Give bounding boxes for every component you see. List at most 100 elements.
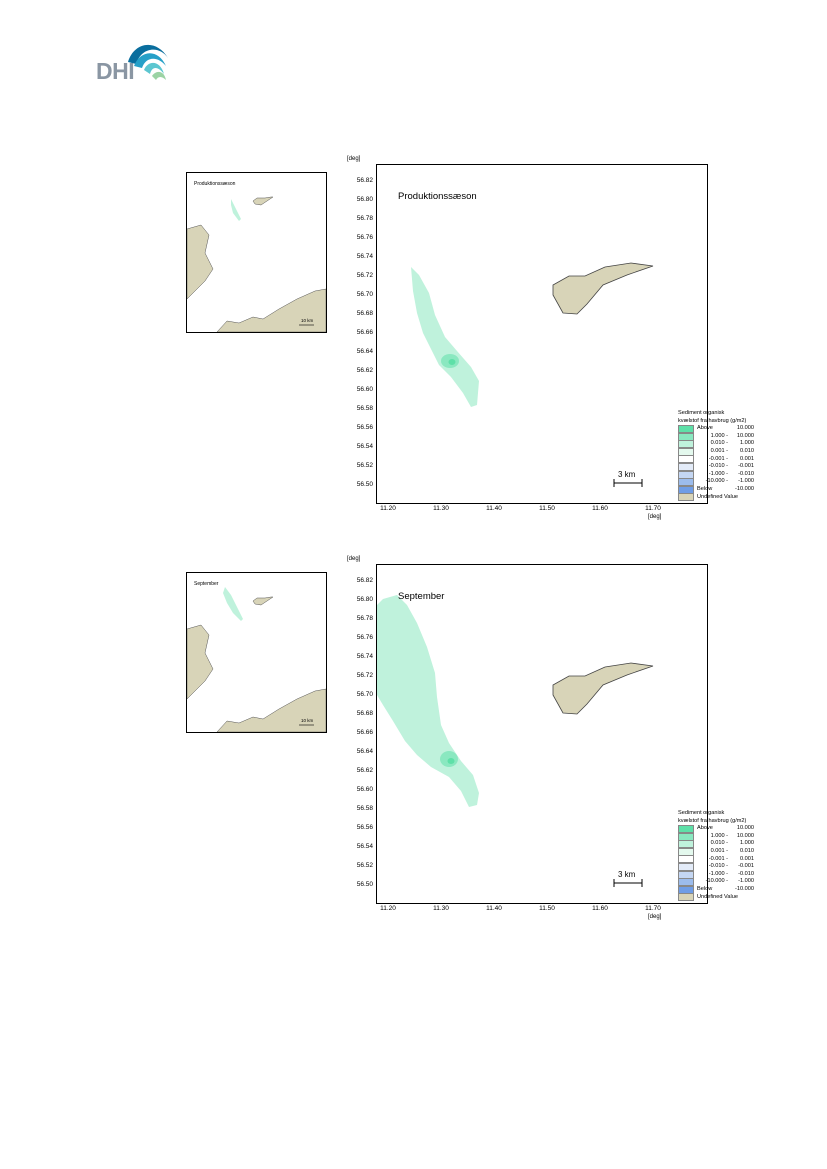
overview-title: September bbox=[194, 581, 219, 587]
legend-range-low: 1.000 - bbox=[710, 832, 728, 839]
legend-swatch bbox=[678, 493, 694, 502]
legend-range-high: -10.000 bbox=[735, 885, 754, 892]
y-tick: 56.80 bbox=[356, 596, 373, 603]
coastline-land bbox=[187, 224, 214, 300]
legend-swatch bbox=[678, 824, 694, 833]
overview-scale-label: 10 km bbox=[301, 718, 314, 723]
y-tick: 56.68 bbox=[356, 710, 373, 717]
y-tick: 56.82 bbox=[356, 177, 373, 184]
sediment-hotspot-core bbox=[447, 758, 455, 764]
y-tick: 56.60 bbox=[356, 386, 373, 393]
legend-range-low: -0.010 - bbox=[708, 863, 728, 870]
legend-range-high: 1.000 bbox=[740, 440, 754, 447]
legend-swatch bbox=[678, 840, 694, 849]
legend-row: Undefined Value bbox=[678, 893, 768, 902]
legend-range-high: 1.000 bbox=[740, 840, 754, 847]
legend-range-high: 0.010 bbox=[740, 847, 754, 854]
legend-title: Sediment organisk bbox=[678, 410, 725, 416]
legend-row: -0.001 - 0.001 bbox=[678, 855, 768, 864]
y-tick: 56.66 bbox=[356, 329, 373, 336]
scale-bar-label: 3 km bbox=[618, 470, 636, 479]
overview-map-produktion: Produktionssæson 10 km bbox=[186, 172, 327, 333]
legend-row: -1.000 - -0.010 bbox=[678, 470, 768, 479]
legend-range-high: 10.000 bbox=[736, 425, 754, 432]
scale-bar-label: 3 km bbox=[618, 870, 636, 879]
legend-range-high: 10.000 bbox=[736, 825, 754, 832]
y-tick: 56.54 bbox=[356, 843, 373, 850]
sediment-plume bbox=[223, 587, 243, 621]
sediment-plume bbox=[411, 267, 479, 407]
y-tick: 56.70 bbox=[356, 691, 373, 698]
legend-swatch bbox=[678, 447, 694, 456]
legend-swatch bbox=[678, 855, 694, 864]
legend-range-low: -0.010 - bbox=[708, 463, 728, 470]
legend-row: Above 10.000 bbox=[678, 824, 768, 833]
legend-range-low: 0.010 - bbox=[710, 840, 728, 847]
x-tick: 11.60 bbox=[592, 905, 608, 912]
island-land bbox=[252, 596, 274, 606]
y-tick: 56.50 bbox=[356, 881, 373, 888]
y-tick: 56.78 bbox=[356, 215, 373, 222]
legend-range-low: -0.001 - bbox=[708, 455, 728, 462]
y-tick: 56.74 bbox=[356, 653, 373, 660]
legend-undefined-label: Undefined Value bbox=[697, 493, 738, 500]
legend-row: 0.001 - 0.010 bbox=[678, 847, 768, 856]
y-tick: 56.66 bbox=[356, 729, 373, 736]
legend-swatch bbox=[678, 485, 694, 494]
x-tick: 11.40 bbox=[486, 905, 502, 912]
legend-row: 0.001 - 0.010 bbox=[678, 447, 768, 456]
y-tick: 56.62 bbox=[356, 767, 373, 774]
legend-range-low: Above bbox=[697, 825, 713, 832]
legend-range-low: Below bbox=[697, 485, 713, 492]
dhi-logo: DHI bbox=[96, 36, 172, 84]
island-land bbox=[252, 196, 274, 206]
legend-range-high: -1.000 bbox=[738, 478, 754, 485]
legend-range-low: Above bbox=[697, 425, 713, 432]
x-tick: 11.30 bbox=[433, 505, 449, 512]
legend-range-high: -0.010 bbox=[738, 470, 754, 477]
legend-range-high: 10.000 bbox=[736, 432, 754, 439]
x-tick: 11.70 bbox=[645, 905, 661, 912]
y-tick: 56.72 bbox=[356, 272, 373, 279]
y-tick: 56.76 bbox=[356, 234, 373, 241]
island-land bbox=[552, 662, 654, 715]
y-tick: 56.52 bbox=[356, 462, 373, 469]
legend-range-high: -0.001 bbox=[738, 863, 754, 870]
x-tick: 11.50 bbox=[539, 905, 555, 912]
legend-title: Sediment organisk bbox=[678, 810, 725, 816]
legend-range-high: 0.010 bbox=[740, 447, 754, 454]
y-tick: 56.58 bbox=[356, 805, 373, 812]
legend-range-high: 10.000 bbox=[736, 832, 754, 839]
y-tick: 56.56 bbox=[356, 824, 373, 831]
y-tick: 56.76 bbox=[356, 634, 373, 641]
x-tick: 11.70 bbox=[645, 505, 661, 512]
legend-row: -0.001 - 0.001 bbox=[678, 455, 768, 464]
sediment-plume bbox=[377, 595, 479, 807]
legend-row: -10.000 - -1.000 bbox=[678, 878, 768, 887]
legend: Sediment organisk kvælstof fra havbrug (… bbox=[678, 410, 768, 502]
y-unit-label: [deg] bbox=[347, 556, 361, 562]
legend-range-low: -0.001 - bbox=[708, 855, 728, 862]
y-tick: 56.62 bbox=[356, 367, 373, 374]
y-tick: 56.82 bbox=[356, 577, 373, 584]
legend-row: 0.010 - 1.000 bbox=[678, 840, 768, 849]
dhi-logo-text: DHI bbox=[96, 58, 135, 84]
legend-range-high: -1.000 bbox=[738, 878, 754, 885]
legend-row: Below -10.000 bbox=[678, 485, 768, 494]
legend-swatch bbox=[678, 893, 694, 902]
legend-row: 1.000 - 10.000 bbox=[678, 832, 768, 841]
y-unit-label: [deg] bbox=[347, 156, 361, 162]
legend-swatch bbox=[678, 440, 694, 449]
overview-scale-label: 10 km bbox=[301, 318, 314, 323]
overview-map-september: September 10 km bbox=[186, 572, 327, 733]
legend-swatch bbox=[678, 432, 694, 441]
legend-range-low: -1.000 - bbox=[708, 470, 728, 477]
legend-swatch bbox=[678, 847, 694, 856]
legend-swatch bbox=[678, 832, 694, 841]
map-panel-produktion: Produktionssæson 3 km bbox=[376, 164, 708, 504]
legend-swatch bbox=[678, 470, 694, 479]
legend-swatch bbox=[678, 478, 694, 487]
legend-range-low: 0.010 - bbox=[710, 440, 728, 447]
legend-subtitle: kvælstof fra havbrug (g/m2) bbox=[678, 817, 747, 824]
map-title: September bbox=[398, 591, 445, 602]
